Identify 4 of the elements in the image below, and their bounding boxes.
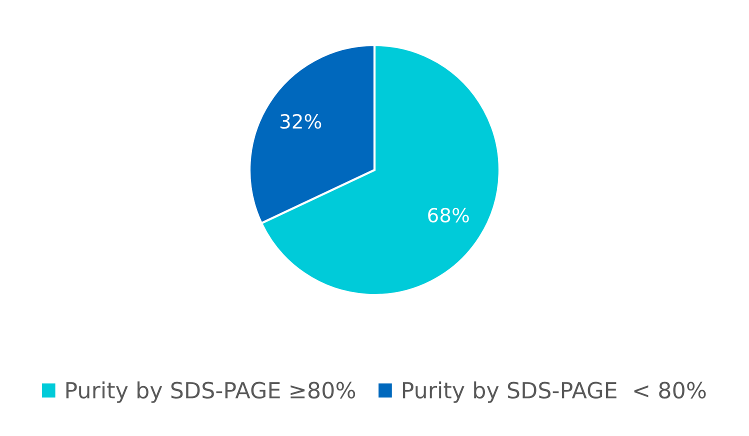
data-label: 32%: [280, 114, 322, 129]
data-label: 68%: [428, 208, 469, 223]
legend-label: Purity by SDS-PAGE ≥80%: [66, 381, 356, 403]
legend-label: Purity by SDS-PAGE < 80%: [402, 381, 706, 403]
